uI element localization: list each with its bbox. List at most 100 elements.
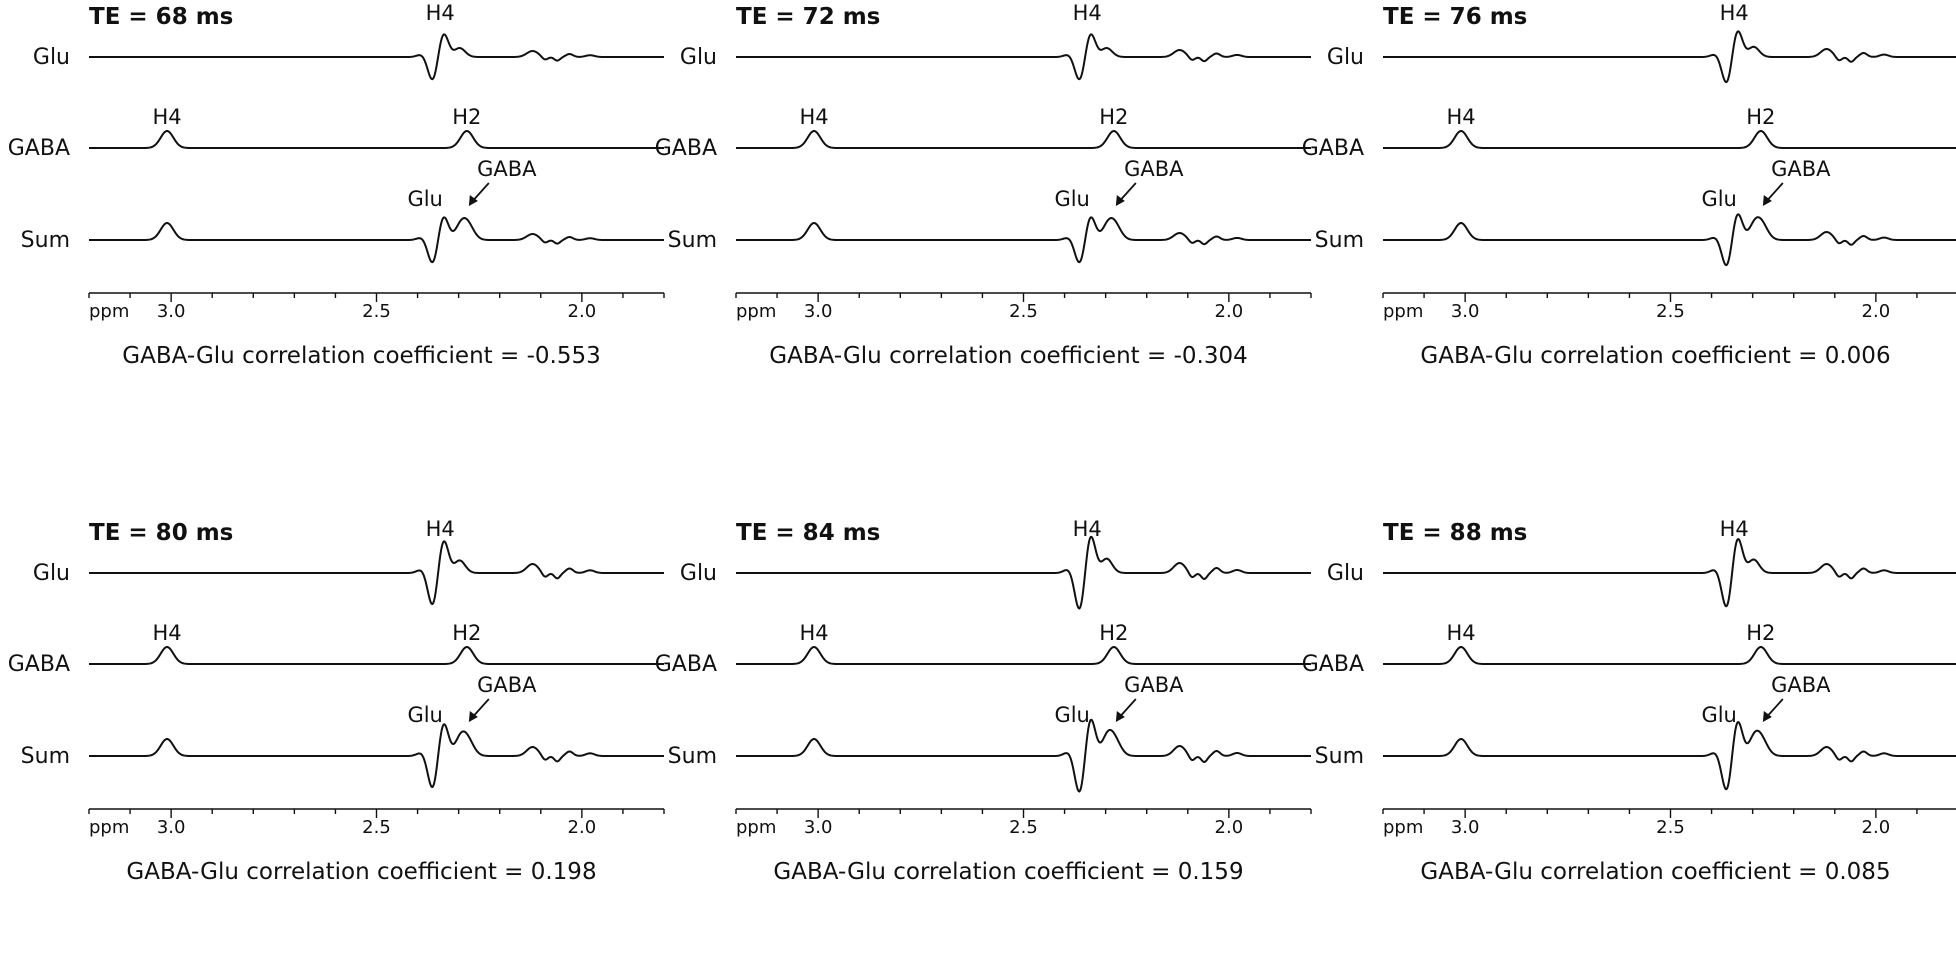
gaba-spectrum-line <box>735 130 1312 149</box>
sum-spectrum-line <box>1382 213 1956 267</box>
gaba-h4-label: H4 <box>1446 621 1475 645</box>
gaba-arrowhead <box>1762 195 1772 206</box>
tick-label: 2.0 <box>1862 301 1891 322</box>
correlation-caption: GABA-Glu correlation coefficient = 0.198 <box>126 859 596 885</box>
row-label-gaba: GABA <box>1302 652 1364 677</box>
glu-h4-label: H4 <box>1720 1 1749 25</box>
row-label-gaba: GABA <box>1302 136 1364 161</box>
row-label-glu: Glu <box>1327 45 1364 70</box>
spectrum-panel: TE = 80 ms Glu GABA Sum H4 H4 H2 Glu GABA ppm 3.0 2… <box>8 517 665 885</box>
sum-glu-label: Glu <box>1701 187 1736 211</box>
gaba-h4-label: H4 <box>799 105 828 129</box>
tick-label: 2.0 <box>1862 817 1891 838</box>
gaba-spectrum-line <box>735 646 1312 665</box>
gaba-h2-label: H2 <box>1746 621 1775 645</box>
gaba-arrowhead <box>1115 195 1125 206</box>
sum-gaba-label: GABA <box>477 673 537 697</box>
row-label-gaba: GABA <box>8 136 70 161</box>
row-label-sum: Sum <box>21 228 70 253</box>
gaba-spectrum-line <box>88 646 665 665</box>
gaba-h4-label: H4 <box>152 105 181 129</box>
tick-label: 3.0 <box>157 301 186 322</box>
axis-label: ppm <box>736 301 776 322</box>
correlation-caption: GABA-Glu correlation coefficient = -0.30… <box>769 343 1247 369</box>
tick-label: 2.5 <box>1656 817 1685 838</box>
tick-label: 2.5 <box>362 301 391 322</box>
sum-glu-label: Glu <box>407 187 442 211</box>
tick-label: 2.0 <box>1215 301 1244 322</box>
spectrum-panel: TE = 84 ms Glu GABA Sum H4 H4 H2 Glu GABA ppm 3.0 2… <box>655 517 1312 885</box>
te-title: TE = 76 ms <box>1383 4 1527 30</box>
glu-h4-label: H4 <box>426 1 455 25</box>
gaba-arrowhead <box>1115 711 1125 722</box>
tick-label: 2.5 <box>1009 301 1038 322</box>
te-title: TE = 84 ms <box>736 520 880 546</box>
te-title: TE = 72 ms <box>736 4 880 30</box>
sum-spectrum-line <box>88 723 665 789</box>
row-label-sum: Sum <box>1315 744 1364 769</box>
row-label-sum: Sum <box>668 744 717 769</box>
sum-glu-label: Glu <box>1054 187 1089 211</box>
correlation-caption: GABA-Glu correlation coefficient = 0.085 <box>1420 859 1890 885</box>
gaba-spectrum-line <box>1382 130 1956 149</box>
sum-gaba-label: GABA <box>1771 157 1831 181</box>
tick-label: 2.5 <box>1009 817 1038 838</box>
gaba-h4-label: H4 <box>152 621 181 645</box>
tick-label: 3.0 <box>804 817 833 838</box>
sum-glu-label: Glu <box>1054 703 1089 727</box>
sum-spectrum-line <box>1382 721 1956 791</box>
correlation-caption: GABA-Glu correlation coefficient = 0.006 <box>1420 343 1890 369</box>
row-label-glu: Glu <box>680 45 717 70</box>
gaba-spectrum-line <box>88 130 665 149</box>
sum-spectrum-line <box>735 718 1312 793</box>
tick-label: 2.0 <box>568 817 597 838</box>
correlation-caption: GABA-Glu correlation coefficient = 0.159 <box>773 859 1243 885</box>
axis-label: ppm <box>89 817 129 838</box>
tick-label: 2.5 <box>362 817 391 838</box>
glu-spectrum-line <box>88 33 665 81</box>
tick-label: 3.0 <box>804 301 833 322</box>
axis-label: ppm <box>1383 817 1423 838</box>
row-label-gaba: GABA <box>8 652 70 677</box>
row-label-gaba: GABA <box>655 652 717 677</box>
gaba-arrowhead <box>468 711 478 722</box>
tick-label: 3.0 <box>157 817 186 838</box>
spectrum-panel: TE = 88 ms Glu GABA Sum H4 H4 H2 Glu GABA ppm 3.0 2… <box>1302 517 1956 885</box>
row-label-glu: Glu <box>1327 561 1364 586</box>
glu-spectrum-line <box>735 535 1312 610</box>
tick-label: 3.0 <box>1451 817 1480 838</box>
row-label-glu: Glu <box>680 561 717 586</box>
glu-h4-label: H4 <box>1073 1 1102 25</box>
sum-gaba-label: GABA <box>1124 673 1184 697</box>
row-label-sum: Sum <box>1315 228 1364 253</box>
row-label-glu: Glu <box>33 561 70 586</box>
gaba-arrowhead <box>1762 711 1772 722</box>
te-title: TE = 68 ms <box>89 4 233 30</box>
gaba-h2-label: H2 <box>452 621 481 645</box>
gaba-spectrum-line <box>1382 646 1956 665</box>
tick-label: 3.0 <box>1451 301 1480 322</box>
tick-label: 2.5 <box>1656 301 1685 322</box>
spectrum-panel: TE = 76 ms Glu GABA Sum H4 H4 H2 Glu GABA ppm 3.0 2… <box>1302 1 1956 369</box>
row-label-sum: Sum <box>668 228 717 253</box>
spectrum-panel: TE = 68 ms Glu GABA Sum H4 H4 H2 Glu GABA ppm 3.0 2… <box>8 1 665 369</box>
axis-label: ppm <box>89 301 129 322</box>
axis-label: ppm <box>1383 301 1423 322</box>
glu-spectrum-line <box>1382 30 1956 84</box>
glu-spectrum-line <box>88 540 665 606</box>
te-title: TE = 80 ms <box>89 520 233 546</box>
gaba-h2-label: H2 <box>1099 621 1128 645</box>
sum-spectrum-line <box>735 216 1312 264</box>
gaba-h4-label: H4 <box>799 621 828 645</box>
glu-h4-label: H4 <box>1720 517 1749 541</box>
glu-spectrum-line <box>735 33 1312 81</box>
gaba-h2-label: H2 <box>1746 105 1775 129</box>
gaba-h2-label: H2 <box>452 105 481 129</box>
correlation-caption: GABA-Glu correlation coefficient = -0.55… <box>122 343 600 369</box>
tick-label: 2.0 <box>1215 817 1244 838</box>
sum-gaba-label: GABA <box>1124 157 1184 181</box>
glu-h4-label: H4 <box>1073 517 1102 541</box>
glu-h4-label: H4 <box>426 517 455 541</box>
sum-glu-label: Glu <box>407 703 442 727</box>
